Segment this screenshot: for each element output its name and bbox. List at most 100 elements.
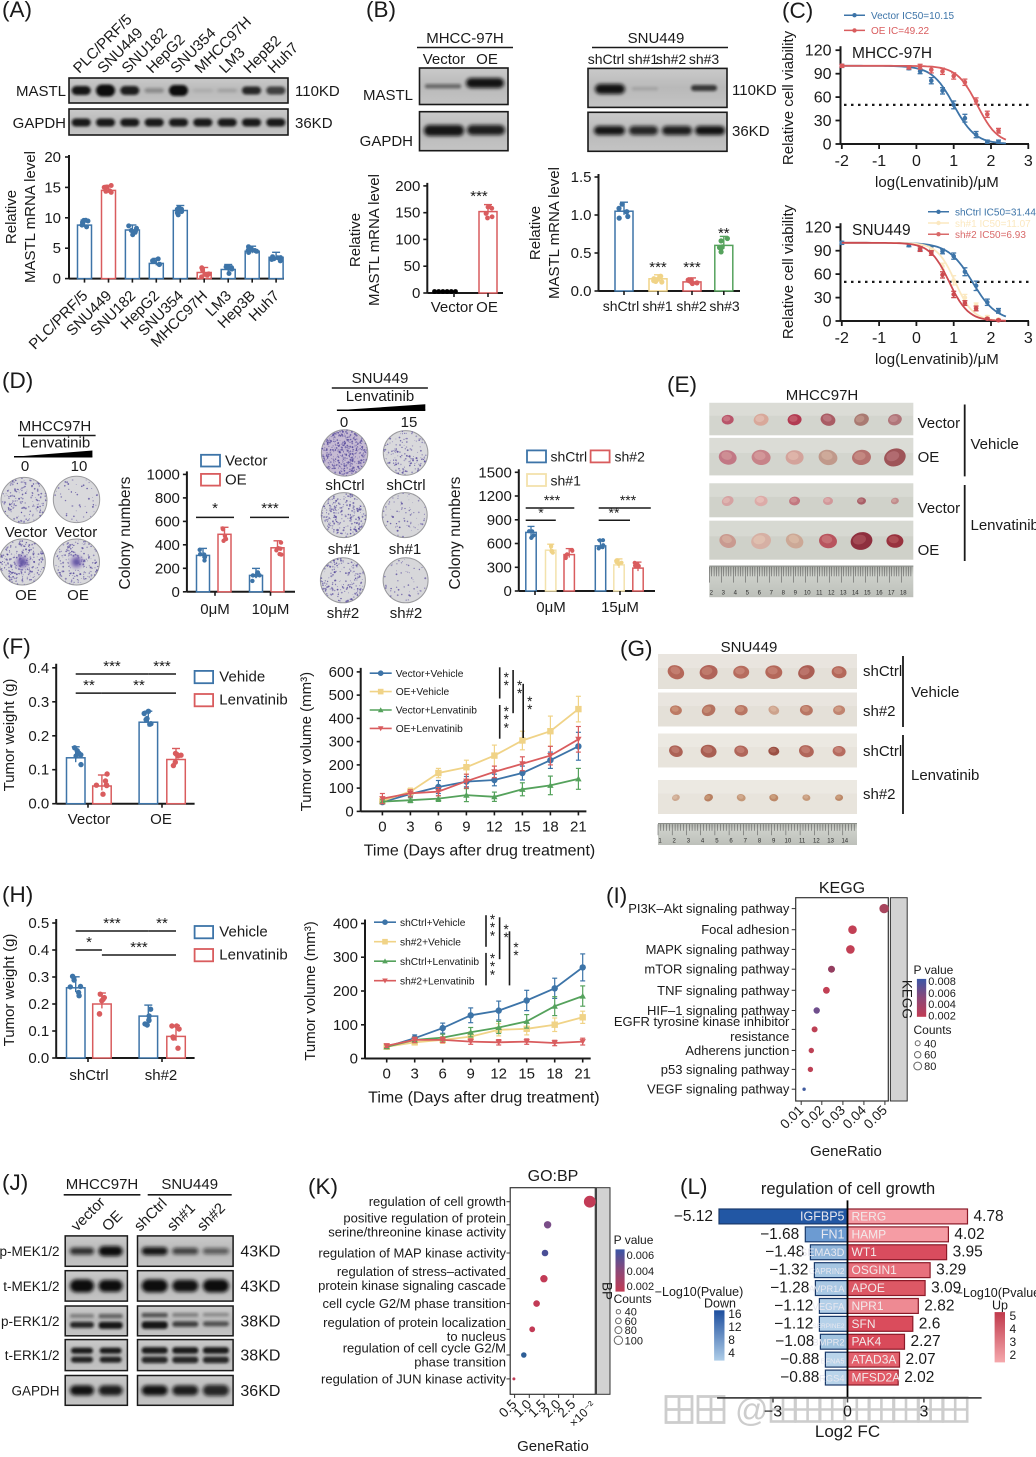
svg-text:3: 3 bbox=[1010, 1335, 1017, 1349]
svg-text:15: 15 bbox=[44, 179, 61, 196]
svg-text:15: 15 bbox=[514, 818, 531, 835]
svg-text:Colony numbers: Colony numbers bbox=[447, 476, 464, 589]
svg-text:0.006: 0.006 bbox=[627, 1250, 655, 1262]
svg-text:Vector: Vector bbox=[5, 524, 48, 541]
svg-text:*: * bbox=[517, 686, 523, 701]
svg-text:0: 0 bbox=[823, 314, 832, 331]
svg-text:38KD: 38KD bbox=[240, 1348, 280, 1365]
svg-text:VEGFA: VEGFA bbox=[812, 1302, 845, 1313]
svg-text:shCtrl+Lenvatinib: shCtrl+Lenvatinib bbox=[400, 957, 479, 968]
svg-text:60: 60 bbox=[814, 267, 832, 284]
svg-text:Up: Up bbox=[992, 1299, 1008, 1313]
svg-text:1000: 1000 bbox=[147, 466, 180, 483]
svg-text:CAPRIN2: CAPRIN2 bbox=[809, 1267, 845, 1276]
svg-text:p-ERK1/2: p-ERK1/2 bbox=[1, 1314, 60, 1329]
svg-text:SNU449: SNU449 bbox=[161, 1176, 218, 1193]
svg-text:15: 15 bbox=[864, 591, 871, 597]
svg-text:0: 0 bbox=[378, 818, 386, 835]
svg-text:Vector+Lenvatinib: Vector+Lenvatinib bbox=[396, 706, 478, 717]
svg-text:*: * bbox=[527, 694, 533, 709]
svg-text:3.29: 3.29 bbox=[936, 1262, 966, 1279]
svg-text:***: *** bbox=[649, 259, 667, 276]
svg-text:BMPR2: BMPR2 bbox=[813, 1338, 845, 1348]
svg-text:OE+Lenvatinib: OE+Lenvatinib bbox=[396, 724, 463, 735]
svg-text:2.02: 2.02 bbox=[904, 1369, 934, 1386]
svg-text:4: 4 bbox=[1010, 1322, 1017, 1336]
svg-text:*: * bbox=[504, 704, 510, 719]
svg-text:*: * bbox=[538, 505, 544, 521]
svg-text:600: 600 bbox=[155, 513, 180, 530]
svg-text:0: 0 bbox=[823, 137, 832, 154]
svg-text:sh#1: sh#1 bbox=[389, 541, 422, 558]
svg-text:*: * bbox=[527, 702, 533, 717]
svg-text:(G): (G) bbox=[620, 636, 653, 661]
svg-text:sh#3: sh#3 bbox=[709, 298, 740, 314]
svg-text:4.02: 4.02 bbox=[954, 1226, 984, 1243]
svg-text:−3: −3 bbox=[764, 1404, 782, 1421]
svg-text:GeneRatio: GeneRatio bbox=[810, 1143, 882, 1160]
svg-text:−1.48: −1.48 bbox=[765, 1244, 804, 1261]
svg-text:−1.32: −1.32 bbox=[769, 1262, 808, 1279]
svg-text:10: 10 bbox=[44, 210, 61, 227]
svg-text:Tumor volume (mm³): Tumor volume (mm³) bbox=[298, 672, 315, 811]
svg-text:0: 0 bbox=[912, 330, 921, 347]
svg-text:SEMA3D: SEMA3D bbox=[800, 1247, 845, 1259]
svg-text:mTOR signaling pathway: mTOR signaling pathway bbox=[644, 962, 789, 977]
svg-text:OE IC=49.22: OE IC=49.22 bbox=[871, 26, 930, 37]
svg-text:regulation of cell growth: regulation of cell growth bbox=[369, 1194, 506, 1209]
svg-text:-1: -1 bbox=[872, 330, 886, 347]
svg-text:50: 50 bbox=[404, 258, 421, 275]
svg-text:*: * bbox=[490, 967, 496, 982]
svg-text:21: 21 bbox=[574, 1066, 591, 1083]
svg-text:Relative: Relative bbox=[527, 206, 544, 260]
svg-text:**: ** bbox=[609, 505, 620, 521]
svg-text:600: 600 bbox=[487, 536, 512, 553]
svg-text:0μM: 0μM bbox=[200, 601, 229, 618]
svg-text:36KD: 36KD bbox=[240, 1383, 280, 1400]
svg-text:80: 80 bbox=[924, 1061, 936, 1073]
svg-text:sh#2: sh#2 bbox=[390, 605, 423, 622]
svg-text:sh#2: sh#2 bbox=[327, 605, 360, 622]
svg-text:log(Lenvatinib)/μM: log(Lenvatinib)/μM bbox=[875, 174, 999, 191]
svg-text:Vehide: Vehide bbox=[219, 669, 265, 686]
svg-text:8: 8 bbox=[728, 1333, 735, 1347]
svg-text:sh#2: sh#2 bbox=[863, 703, 896, 720]
svg-text:Counts: Counts bbox=[614, 1292, 652, 1306]
svg-text:shCtrl: shCtrl bbox=[325, 477, 364, 494]
svg-text:*: * bbox=[212, 500, 218, 517]
svg-text:*: * bbox=[504, 670, 510, 685]
svg-text:-2: -2 bbox=[835, 153, 849, 170]
svg-text:14: 14 bbox=[841, 839, 848, 845]
svg-text:MHCC97H: MHCC97H bbox=[66, 1176, 139, 1193]
svg-text:Adherens junction: Adherens junction bbox=[685, 1043, 789, 1058]
svg-text:GeneRatio: GeneRatio bbox=[517, 1438, 589, 1455]
svg-text:Log2 FC: Log2 FC bbox=[815, 1422, 880, 1441]
svg-text:3: 3 bbox=[919, 1404, 928, 1421]
svg-text:Focal adhesion: Focal adhesion bbox=[701, 922, 789, 937]
svg-text:12: 12 bbox=[828, 591, 835, 597]
svg-text:100: 100 bbox=[395, 231, 420, 248]
svg-text:90: 90 bbox=[814, 243, 832, 260]
svg-text:10: 10 bbox=[785, 839, 792, 845]
svg-text:EFNA5: EFNA5 bbox=[821, 1357, 845, 1366]
svg-text:sh#2: sh#2 bbox=[656, 51, 687, 67]
svg-text:Vector: Vector bbox=[918, 415, 961, 432]
svg-text:90: 90 bbox=[814, 66, 832, 83]
svg-text:sh#2: sh#2 bbox=[863, 786, 896, 803]
svg-text:OE: OE bbox=[476, 299, 498, 316]
svg-text:***: *** bbox=[261, 500, 279, 517]
svg-text:shCtrl: shCtrl bbox=[588, 51, 625, 67]
svg-text:MFSD2A: MFSD2A bbox=[852, 1371, 901, 1385]
svg-text:Vector: Vector bbox=[225, 453, 268, 470]
svg-text:Relative cell viability: Relative cell viability bbox=[780, 30, 797, 165]
svg-text:−0.88: −0.88 bbox=[780, 1351, 819, 1368]
svg-text:110KD: 110KD bbox=[295, 83, 340, 100]
svg-text:Counts: Counts bbox=[914, 1023, 952, 1037]
svg-text:15: 15 bbox=[401, 414, 418, 431]
svg-text:Vector: Vector bbox=[431, 299, 474, 316]
svg-text:−Log10(Pvalue): −Log10(Pvalue) bbox=[655, 1285, 744, 1299]
svg-text:OE: OE bbox=[918, 542, 940, 559]
svg-text:0: 0 bbox=[412, 285, 420, 302]
svg-text:to nucleus: to nucleus bbox=[447, 1329, 507, 1344]
svg-text:PAK4: PAK4 bbox=[852, 1335, 882, 1349]
